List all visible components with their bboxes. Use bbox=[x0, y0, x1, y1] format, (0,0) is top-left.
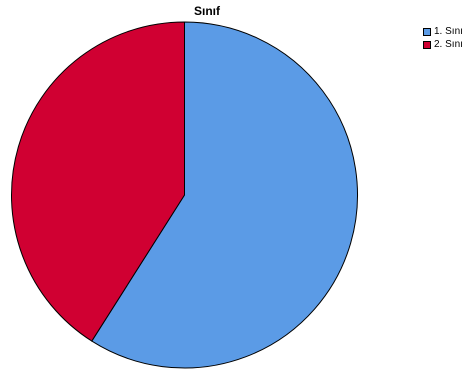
pie-slice-1 bbox=[91, 21, 358, 369]
legend: 1. Sını 2. Sını bbox=[423, 25, 462, 51]
legend-label: 2. Sını bbox=[434, 39, 462, 50]
legend-label: 1. Sını bbox=[434, 26, 462, 37]
chart-title: Sınıf bbox=[194, 4, 220, 18]
legend-item-2: 2. Sını bbox=[423, 38, 462, 51]
legend-item-1: 1. Sını bbox=[423, 25, 462, 38]
legend-swatch bbox=[423, 27, 431, 36]
pie-slice-2 bbox=[10, 21, 185, 342]
legend-swatch bbox=[423, 40, 431, 49]
